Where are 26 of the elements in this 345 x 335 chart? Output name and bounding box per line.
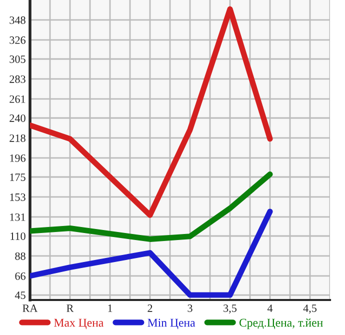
y-tick-label: 348 xyxy=(10,16,26,24)
x-tick-label: RA xyxy=(22,304,38,312)
x-tick-label: 3,5 xyxy=(224,304,237,314)
x-tick-label: 2 xyxy=(148,304,152,312)
x-tick-label: 1 xyxy=(108,304,112,312)
x-tick-label: 3 xyxy=(188,304,192,312)
x-tick-label: 4,5 xyxy=(303,304,317,314)
legend-label: Min Цена xyxy=(148,318,196,330)
y-tick-label: 131 xyxy=(10,213,26,221)
y-tick-label: 326 xyxy=(10,36,26,44)
legend-label: Max Цена xyxy=(54,318,104,330)
x-tick-label: 4 xyxy=(267,304,273,312)
y-tick-label: 218 xyxy=(10,134,26,142)
legend-label: Сред.Цена, т.йен xyxy=(239,318,323,330)
y-tick-label: 240 xyxy=(10,114,26,122)
y-tick-label: 175 xyxy=(10,174,26,181)
y-tick-label: 196 xyxy=(10,154,26,162)
y-tick-label: 66 xyxy=(15,272,26,280)
y-tick-label: 153 xyxy=(10,193,26,201)
x-tick-label: R xyxy=(66,304,74,312)
y-tick-label: 88 xyxy=(15,252,26,260)
y-tick-label: 283 xyxy=(10,75,26,83)
y-tick-label: 261 xyxy=(10,95,26,103)
y-tick-label: 45 xyxy=(14,292,26,299)
y-tick-label: 110 xyxy=(10,232,26,240)
y-tick-label: 305 xyxy=(10,55,26,63)
